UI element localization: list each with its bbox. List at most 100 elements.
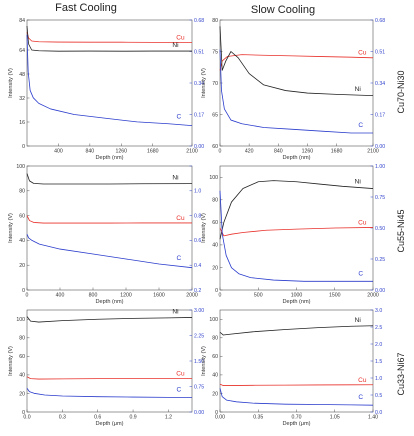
column-title-fast: Fast Cooling xyxy=(55,2,117,14)
series-label-ni: Ni xyxy=(355,86,361,93)
plots-layer: 400 840 1260 1680 2100016324864840.000.170.3… xyxy=(8,18,385,427)
x-tick-label: 1680 xyxy=(147,149,159,155)
series-label-cu: Cu xyxy=(358,49,367,56)
y2-tick-label: 1.5 xyxy=(375,359,382,365)
chart-panel-2: 0 420 840 1260 1680 2100 60 65 70 75 80 0.00 0.17 0.3… xyxy=(201,18,385,161)
series-label-c: C xyxy=(358,270,363,277)
y-axis-label: Intensity (V) xyxy=(8,213,14,243)
y-axis-label: Intensity (V) xyxy=(201,213,207,243)
series-line-c xyxy=(26,387,192,398)
y2-tick-label: 0.00 xyxy=(375,288,385,294)
x-tick-label: 1260 xyxy=(116,149,128,155)
y2-tick-label: 2.25 xyxy=(194,333,204,339)
y-tick-label: 20 xyxy=(212,265,218,271)
series-line-cu xyxy=(26,376,192,380)
x-tick-label: 840 xyxy=(274,149,283,155)
series-line-ni xyxy=(26,25,192,52)
y-tick-label: 60 xyxy=(19,213,25,219)
x-tick-label: 2000 xyxy=(367,293,379,299)
x-tick-label: 0.9 xyxy=(129,415,136,421)
x-tick-label: 0.35 xyxy=(253,415,263,421)
series-label-cu: Cu xyxy=(358,220,367,227)
x-tick-label: 0.0 xyxy=(23,415,30,421)
series-line-cu xyxy=(219,54,374,71)
x-axis-label: Depth (nm) xyxy=(283,299,311,305)
plot-frame xyxy=(219,19,374,147)
series-line-cu xyxy=(26,215,192,224)
chart-panel-6: 0.00 0.35 0.70 1.05 1.40 0 20 40 60 80 100 0.0 0.5 1.… xyxy=(201,308,382,427)
series-label-cu: Cu xyxy=(176,215,185,222)
x-tick-label: 2100 xyxy=(186,149,198,155)
y-axis-label: Intensity (V) xyxy=(8,68,14,98)
x-tick-label: 2100 xyxy=(367,149,379,155)
series-line-cu xyxy=(219,227,374,237)
y-tick-label: 60 xyxy=(212,354,218,360)
series-line-c xyxy=(26,234,193,269)
series-label-cu: Cu xyxy=(358,377,367,384)
series-line-ni xyxy=(26,316,193,323)
y2-tick-label: 0.34 xyxy=(375,81,385,87)
plot-frame xyxy=(219,309,374,413)
series-label-c: C xyxy=(358,122,363,129)
series-label-ni: Ni xyxy=(355,317,361,324)
y-tick-label: 40 xyxy=(19,238,25,244)
y2-tick-label: 0.8 xyxy=(194,213,201,219)
x-tick-label: 0.6 xyxy=(94,415,101,421)
y2-tick-label: 1.0 xyxy=(194,189,201,195)
y-tick-label: 65 xyxy=(212,112,218,118)
x-tick-label: 420 xyxy=(245,149,254,155)
series-label-ni: Ni xyxy=(172,175,178,182)
y2-tick-label: 2.5 xyxy=(375,325,382,331)
series-label-c: C xyxy=(176,386,181,393)
y-tick-label: 80 xyxy=(19,336,25,342)
x-tick-label: 1200 xyxy=(120,293,132,299)
series-line-ni xyxy=(219,26,374,96)
x-tick-label: 0 xyxy=(26,293,29,299)
series-label-c: C xyxy=(176,255,181,262)
series-line-cu xyxy=(219,383,374,386)
y-tick-label: 60 xyxy=(19,354,25,360)
y-tick-label: 40 xyxy=(212,373,218,379)
x-tick-label: 400 xyxy=(54,149,63,155)
series-line-ni xyxy=(219,325,374,336)
y2-tick-label: 0.4 xyxy=(194,263,201,269)
y2-tick-label: 0.50 xyxy=(375,226,385,232)
series-label-cu: Cu xyxy=(176,34,185,41)
y-axis-label: Intensity (V) xyxy=(8,346,14,376)
plot-frame xyxy=(26,19,193,147)
x-tick-label: 1.2 xyxy=(165,415,172,421)
series-line-c xyxy=(219,190,373,282)
y2-tick-label: 0.17 xyxy=(194,112,204,118)
y-tick-label: 70 xyxy=(212,81,218,87)
y-tick-label: 40 xyxy=(212,243,218,249)
x-axis-label: Depth (μm) xyxy=(282,421,310,427)
x-axis-label: Depth (μm) xyxy=(95,421,123,427)
row-label-cu33-ni67: Cu33-Ni67 xyxy=(396,352,406,395)
series-label-ni: Ni xyxy=(172,309,178,316)
y-tick-label: 100 xyxy=(16,164,25,170)
series-label-c: C xyxy=(358,394,363,401)
y-axis-label: Intensity (V) xyxy=(201,346,207,376)
chart-panel-5: 0.0 0.3 0.6 0.9 1.2 0 20 40 60 80 100 0.00 0.75 1.50 2… xyxy=(8,308,204,427)
y2-tick-label: 0.51 xyxy=(194,49,204,55)
y2-tick-label: 0.34 xyxy=(194,81,204,87)
chart-panel-3: 0 400 800 1200 1600 2000 0 20 40 60 80 100 0.2 0.4 0.6… xyxy=(8,164,201,305)
y2-tick-label: 0.6 xyxy=(194,238,201,244)
x-tick-label: 1000 xyxy=(291,293,303,299)
series-line-cu xyxy=(26,31,192,43)
y2-tick-label: 0.0 xyxy=(375,410,382,416)
series-label-cu: Cu xyxy=(176,371,185,378)
row-label-cu55-ni45: Cu55-Ni45 xyxy=(396,209,406,252)
y2-tick-label: 0.75 xyxy=(375,195,385,201)
x-tick-label: 500 xyxy=(254,293,263,299)
y-tick-label: 100 xyxy=(209,175,218,181)
y-tick-label: 100 xyxy=(209,317,218,323)
plot-frame xyxy=(26,165,193,291)
y-tick-label: 16 xyxy=(19,120,25,126)
y-tick-label: 20 xyxy=(212,391,218,397)
y-tick-label: 80 xyxy=(212,18,218,24)
y-tick-label: 0 xyxy=(22,288,25,294)
series-line-ni xyxy=(26,173,193,185)
y-tick-label: 32 xyxy=(19,96,25,102)
